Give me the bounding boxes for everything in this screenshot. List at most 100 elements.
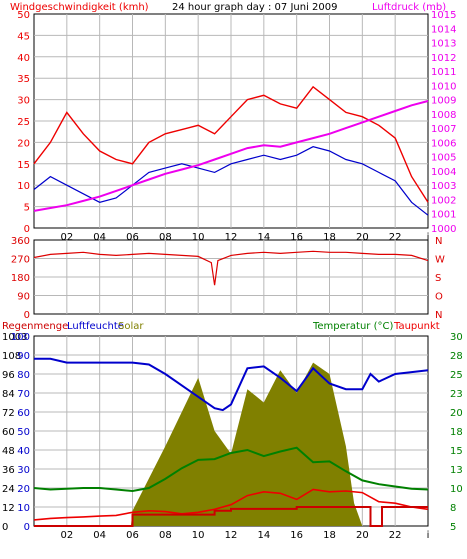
wind-tick-label: 25 [17, 117, 30, 128]
humidity-tick-label: 90 [17, 351, 30, 362]
temperature-tick-label: 5 [450, 522, 456, 533]
x-tick-label: 02 [60, 232, 73, 243]
compass-tick-label: N [435, 236, 442, 247]
temperature-tick-label: 30 [450, 332, 463, 343]
wind-series [33, 85, 429, 216]
temperature-tick-label: 20 [450, 408, 463, 419]
wind-tick-label: 50 [17, 10, 30, 21]
wind-pressure-panel: Windgeschwindigkeit (kmh) 24 hour graph … [10, 2, 456, 243]
x-tick-label: 12 [225, 530, 238, 541]
temperature-tick-label: 25 [450, 370, 463, 381]
rain-line [34, 506, 428, 527]
temperature-tick-label: 23 [450, 389, 463, 400]
rain-tick-label: 36 [2, 465, 15, 476]
compass-tick-label: N [435, 310, 442, 321]
solar-label: Solar [118, 321, 144, 332]
wind-tick-label: 0 [24, 224, 30, 235]
pressure-tick-label: 1000 [431, 224, 456, 235]
humidity-tick-label: 20 [17, 484, 30, 495]
compass-tick-label: W [435, 255, 445, 266]
x-tick-label: 06 [126, 232, 139, 243]
direction-tick-label: 360 [11, 236, 30, 247]
x-tick-label: 18 [323, 530, 336, 541]
direction-series [33, 250, 429, 286]
temperature-tick-label: 8 [450, 503, 456, 514]
wind-tick-label: 30 [17, 96, 30, 107]
wind-y-ticks: 0 5 10 15 20 25 30 35 40 45 50 [17, 10, 30, 235]
compass-tick-label: O [435, 292, 443, 303]
x-tick-label: 02 [60, 530, 73, 541]
wind-tick-label: 15 [17, 160, 30, 171]
x-tick-label: 20 [356, 530, 369, 541]
wind-max-line [33, 85, 429, 203]
temperature-tick-label: 13 [450, 465, 463, 476]
climate-series [33, 357, 429, 527]
temperature-y-ticks: 5 8 10 13 15 18 20 23 25 28 30 [450, 332, 463, 533]
pressure-tick-label: 1005 [431, 153, 456, 164]
pressure-tick-label: 1004 [431, 167, 456, 178]
chart-title: 24 hour graph day : 07 Juni 2009 [172, 2, 338, 13]
x-tick-label: 08 [159, 232, 172, 243]
pressure-line [33, 100, 429, 212]
solar-area [34, 362, 428, 526]
rain-tick-label: 48 [2, 446, 15, 457]
rain-tick-label: 108 [2, 351, 21, 362]
rain-tick-label: 0 [2, 522, 8, 533]
humidity-tick-label: 70 [17, 389, 30, 400]
temperature-tick-label: 28 [450, 351, 463, 362]
climate-panel: Regenmenge Luftfeuchte Solar Temperatur … [2, 321, 463, 541]
wind-tick-label: 10 [17, 181, 30, 192]
pressure-tick-label: 1007 [431, 124, 456, 135]
direction-line [33, 250, 429, 286]
pressure-tick-label: 1014 [431, 24, 456, 35]
wind-tick-label: 20 [17, 138, 30, 149]
rain-tick-label: 84 [2, 389, 15, 400]
x-tick-label: i [427, 232, 430, 243]
direction-tick-label: 90 [17, 292, 30, 303]
wind-grid [34, 14, 428, 228]
pressure-tick-label: 1013 [431, 39, 456, 50]
wind-x-ticks: 02 04 06 08 10 12 14 16 18 20 22 i [60, 232, 429, 243]
humidity-tick-label: 50 [17, 427, 30, 438]
humidity-y-ticks: 0 10 20 30 40 50 60 70 80 90 100 [11, 332, 30, 533]
x-tick-label: 14 [257, 232, 270, 243]
pressure-tick-label: 1006 [431, 138, 456, 149]
temperature-label: Temperatur (°C) [312, 321, 393, 332]
pressure-tick-label: 1009 [431, 96, 456, 107]
pressure-tick-label: 1008 [431, 110, 456, 121]
wind-tick-label: 35 [17, 74, 30, 85]
wind-tick-label: 5 [24, 203, 30, 214]
wind-tick-label: 45 [17, 31, 30, 42]
humidity-tick-label: 10 [17, 503, 30, 514]
dewpoint-line [33, 488, 429, 521]
x-tick-label: 06 [126, 530, 139, 541]
humidity-tick-label: 0 [24, 522, 30, 533]
compass-tick-label: S [435, 273, 441, 284]
pressure-tick-label: 1003 [431, 181, 456, 192]
x-tick-label: 04 [93, 530, 106, 541]
rain-tick-label: 96 [2, 370, 15, 381]
pressure-tick-label: 1012 [431, 53, 456, 64]
pressure-tick-label: 1011 [431, 67, 456, 78]
wind-avg-line [33, 146, 429, 216]
pressure-y-ticks: 1000 1001 1002 1003 1004 1005 1006 1007 1008 1009… [431, 10, 456, 235]
temperature-tick-label: 15 [450, 446, 463, 457]
pressure-tick-label: 1002 [431, 195, 456, 206]
humidity-label: Luftfeuchte [67, 321, 124, 332]
x-tick-label: 22 [389, 232, 402, 243]
direction-tick-label: 0 [24, 310, 30, 321]
rain-tick-label: 72 [2, 408, 15, 419]
temperature-tick-label: 10 [450, 484, 463, 495]
direction-y-ticks: 0 90 180 270 360 [11, 236, 30, 321]
x-tick-label: 10 [192, 232, 205, 243]
temperature-line [33, 446, 429, 493]
direction-grid [34, 240, 428, 314]
temperature-tick-label: 18 [450, 427, 463, 438]
rain-tick-label: 60 [2, 427, 15, 438]
x-tick-label: 14 [257, 530, 270, 541]
pressure-axis-label: Luftdruck (mb) [372, 2, 446, 13]
